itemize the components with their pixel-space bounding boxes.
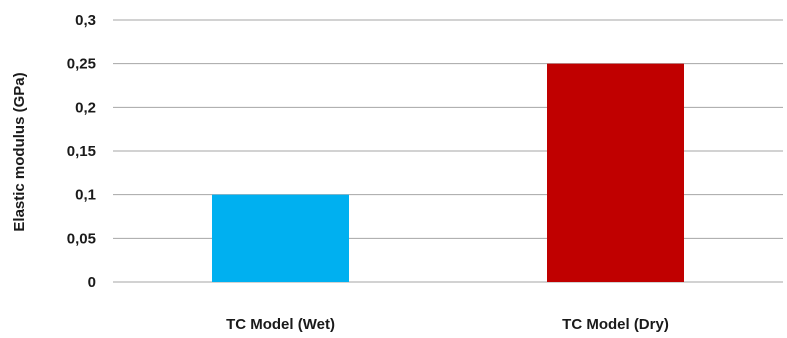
y-tick-label: 0,05 — [67, 230, 96, 247]
y-axis-title: Elastic modulus (GPa) — [11, 72, 28, 231]
bar — [212, 194, 349, 282]
category-labels: TC Model (Wet) TC Model (Dry) — [226, 316, 669, 333]
y-tick-label: 0,2 — [75, 99, 96, 116]
y-tick-label: 0,25 — [67, 56, 96, 73]
y-tick-label: 0,3 — [75, 12, 96, 29]
category-label: TC Model (Dry) — [562, 316, 669, 333]
y-tick-label: 0,1 — [75, 187, 96, 204]
y-tick-label: 0 — [88, 274, 96, 291]
bar — [547, 63, 684, 282]
category-label: TC Model (Wet) — [226, 316, 335, 333]
y-tick-label: 0,15 — [67, 143, 96, 160]
bars — [212, 63, 684, 282]
y-tick-labels: 0 0,05 0,1 0,15 0,2 0,25 0,3 — [67, 12, 96, 291]
